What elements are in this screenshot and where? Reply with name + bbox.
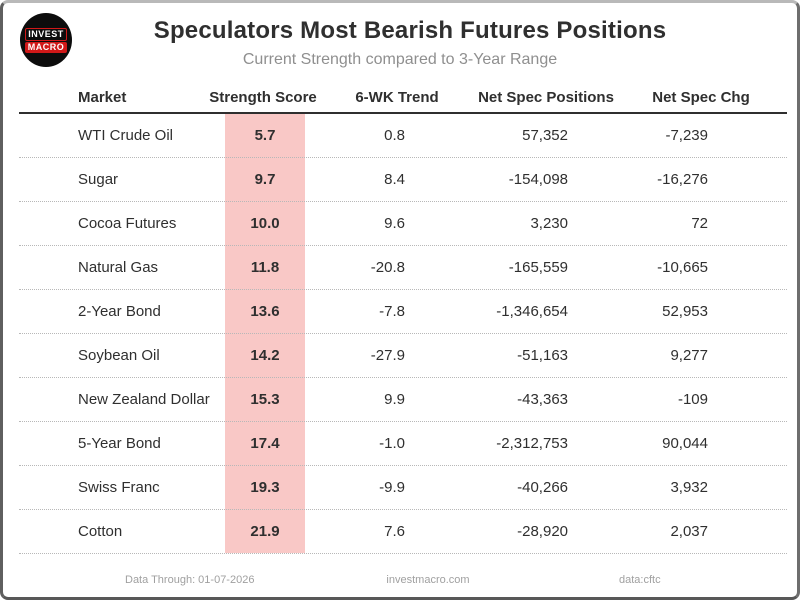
chg-cell: 9,277 [670, 347, 708, 364]
chg-cell: -10,665 [657, 259, 708, 276]
table-row: WTI Crude Oil 5.7 0.8 57,352 -7,239 [19, 114, 787, 158]
market-cell: Cotton [78, 523, 123, 540]
chg-cell: -7,239 [665, 127, 708, 144]
score-cell: 11.8 [250, 259, 280, 276]
score-cell: 14.2 [250, 347, 280, 364]
trend-cell: -1.0 [379, 435, 405, 452]
chg-cell: -109 [677, 391, 708, 408]
logo-invest-text: INVEST [25, 27, 67, 41]
table-row: Soybean Oil 14.2 -27.9 -51,163 9,277 [19, 334, 787, 378]
table-row: Sugar 9.7 8.4 -154,098 -16,276 [19, 158, 787, 202]
table-row: Cocoa Futures 10.0 9.6 3,230 72 [19, 202, 787, 246]
positions-cell: -40,266 [517, 479, 568, 496]
market-cell: Sugar [78, 171, 119, 188]
chg-cell: 72 [691, 215, 708, 232]
page-title: Speculators Most Bearish Futures Positio… [153, 17, 667, 44]
table-row: Cotton 21.9 7.6 -28,920 2,037 [19, 510, 787, 554]
table-row: 2-Year Bond 13.6 -7.8 -1,346,654 52,953 [19, 290, 787, 334]
positions-cell: -2,312,753 [496, 435, 568, 452]
col-header-market: Market [78, 89, 127, 106]
positions-cell: -43,363 [517, 391, 568, 408]
market-cell: 2-Year Bond [78, 303, 161, 320]
table-row: Natural Gas 11.8 -20.8 -165,559 -10,665 [19, 246, 787, 290]
col-header-net-spec-chg: Net Spec Chg [652, 89, 750, 106]
market-cell: Natural Gas [78, 259, 159, 276]
trend-cell: -9.9 [379, 479, 405, 496]
trend-cell: 9.9 [384, 391, 405, 408]
trend-cell: -20.8 [370, 259, 405, 276]
chg-cell: -16,276 [657, 171, 708, 188]
col-header-net-spec-positions: Net Spec Positions [478, 89, 614, 106]
page-subtitle: Current Strength compared to 3-Year Rang… [242, 51, 558, 68]
trend-cell: -27.9 [370, 347, 405, 364]
table-row: 5-Year Bond 17.4 -1.0 -2,312,753 90,044 [19, 422, 787, 466]
header-divider [19, 112, 787, 114]
positions-cell: -28,920 [517, 523, 568, 540]
chg-cell: 2,037 [670, 523, 708, 540]
score-cell: 17.4 [250, 435, 280, 452]
market-cell: Cocoa Futures [78, 215, 177, 232]
col-header-strength-score: Strength Score [209, 89, 317, 106]
market-cell: 5-Year Bond [78, 435, 161, 452]
chg-cell: 52,953 [662, 303, 708, 320]
market-cell: Swiss Franc [78, 479, 160, 496]
market-cell: Soybean Oil [78, 347, 160, 364]
table-row: Swiss Franc 19.3 -9.9 -40,266 3,932 [19, 466, 787, 510]
market-cell: WTI Crude Oil [78, 127, 174, 144]
positions-cell: -165,559 [508, 259, 568, 276]
score-cell: 15.3 [250, 391, 280, 408]
investmacro-logo: INVEST MACRO [20, 13, 72, 67]
trend-cell: 9.6 [384, 215, 405, 232]
trend-cell: -7.8 [379, 303, 405, 320]
col-header-6wk-trend: 6-WK Trend [355, 89, 439, 106]
footer-source: data:cftc [619, 574, 661, 586]
score-cell: 5.7 [254, 127, 276, 144]
table-header: Market Strength Score 6-WK Trend Net Spe… [19, 85, 787, 111]
chg-cell: 90,044 [662, 435, 708, 452]
positions-cell: -1,346,654 [496, 303, 568, 320]
positions-cell: 3,230 [530, 215, 568, 232]
table-row: New Zealand Dollar 15.3 9.9 -43,363 -109 [19, 378, 787, 422]
table-body: WTI Crude Oil 5.7 0.8 57,352 -7,239 Sugar 9.7 8… [19, 114, 787, 554]
footer-data-through: Data Through: 01-07-2026 [125, 574, 255, 586]
score-cell: 19.3 [250, 479, 280, 496]
score-cell: 9.7 [254, 171, 276, 188]
score-cell: 13.6 [250, 303, 280, 320]
logo-macro-text: MACRO [24, 41, 68, 53]
market-cell: New Zealand Dollar [78, 391, 210, 408]
trend-cell: 7.6 [384, 523, 405, 540]
positions-cell: -154,098 [508, 171, 568, 188]
score-cell: 10.0 [250, 215, 280, 232]
positions-cell: -51,163 [517, 347, 568, 364]
score-cell: 21.9 [250, 523, 280, 540]
chg-cell: 3,932 [670, 479, 708, 496]
positions-cell: 57,352 [522, 127, 568, 144]
trend-cell: 8.4 [384, 171, 405, 188]
trend-cell: 0.8 [384, 127, 405, 144]
footer-site: investmacro.com [386, 574, 470, 586]
